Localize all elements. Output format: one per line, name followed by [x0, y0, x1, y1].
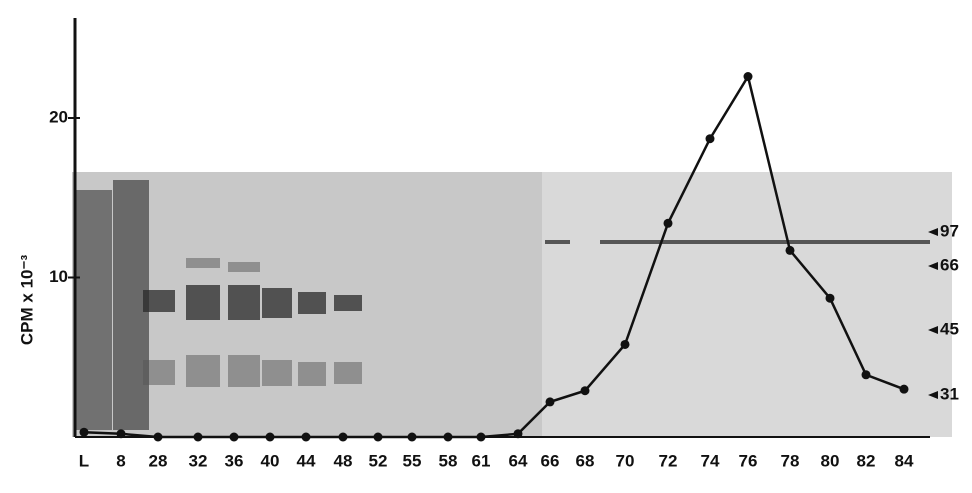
chart: CPM x 10⁻³ 1020L828323640444852555861646…	[0, 0, 972, 493]
data-point	[154, 433, 163, 442]
data-point	[826, 294, 835, 303]
x-tick-label: 61	[472, 451, 491, 470]
data-point	[621, 340, 630, 349]
marker-label: 31	[940, 384, 959, 403]
x-tick-label: 58	[439, 451, 458, 470]
x-tick-label: 48	[334, 451, 353, 470]
x-tick-label: 84	[895, 451, 914, 470]
x-tick-label: 80	[821, 451, 840, 470]
marker-label: 66	[940, 255, 959, 274]
x-tick-label: 66	[541, 451, 560, 470]
data-point	[339, 433, 348, 442]
data-point	[194, 433, 203, 442]
x-tick-label: 8	[116, 451, 125, 470]
marker-label: 97	[940, 221, 959, 240]
data-point	[900, 385, 909, 394]
x-tick-label: 40	[261, 451, 280, 470]
data-point	[581, 386, 590, 395]
x-tick-label: 44	[297, 451, 316, 470]
data-point	[706, 134, 715, 143]
data-point	[786, 246, 795, 255]
data-point	[302, 433, 311, 442]
gel-image	[72, 172, 952, 437]
x-tick-label: 72	[659, 451, 678, 470]
data-point	[374, 433, 383, 442]
x-tick-label: 74	[701, 451, 720, 470]
data-point	[664, 219, 673, 228]
x-tick-label: 55	[403, 451, 422, 470]
x-tick-label: 36	[225, 451, 244, 470]
data-point	[862, 370, 871, 379]
y-axis-label: CPM x 10⁻³	[17, 255, 36, 346]
data-point	[546, 397, 555, 406]
x-tick-label: 52	[369, 451, 388, 470]
x-tick-label: 82	[857, 451, 876, 470]
data-point	[744, 72, 753, 81]
x-tick-label: 32	[189, 451, 208, 470]
data-point	[408, 433, 417, 442]
data-point	[117, 429, 126, 438]
x-tick-label: 64	[509, 451, 528, 470]
x-tick-label: 76	[739, 451, 758, 470]
data-point	[444, 433, 453, 442]
x-tick-label: 28	[149, 451, 168, 470]
y-tick-label: 20	[49, 107, 68, 126]
data-point	[230, 433, 239, 442]
y-tick-label: 10	[49, 267, 68, 286]
x-tick-label: 78	[781, 451, 800, 470]
data-point	[266, 433, 275, 442]
x-tick-label: 70	[616, 451, 635, 470]
data-point	[80, 428, 89, 437]
x-tick-label: 68	[576, 451, 595, 470]
x-tick-label: L	[79, 451, 89, 470]
data-point	[514, 429, 523, 438]
marker-label: 45	[940, 319, 959, 338]
data-point	[477, 433, 486, 442]
